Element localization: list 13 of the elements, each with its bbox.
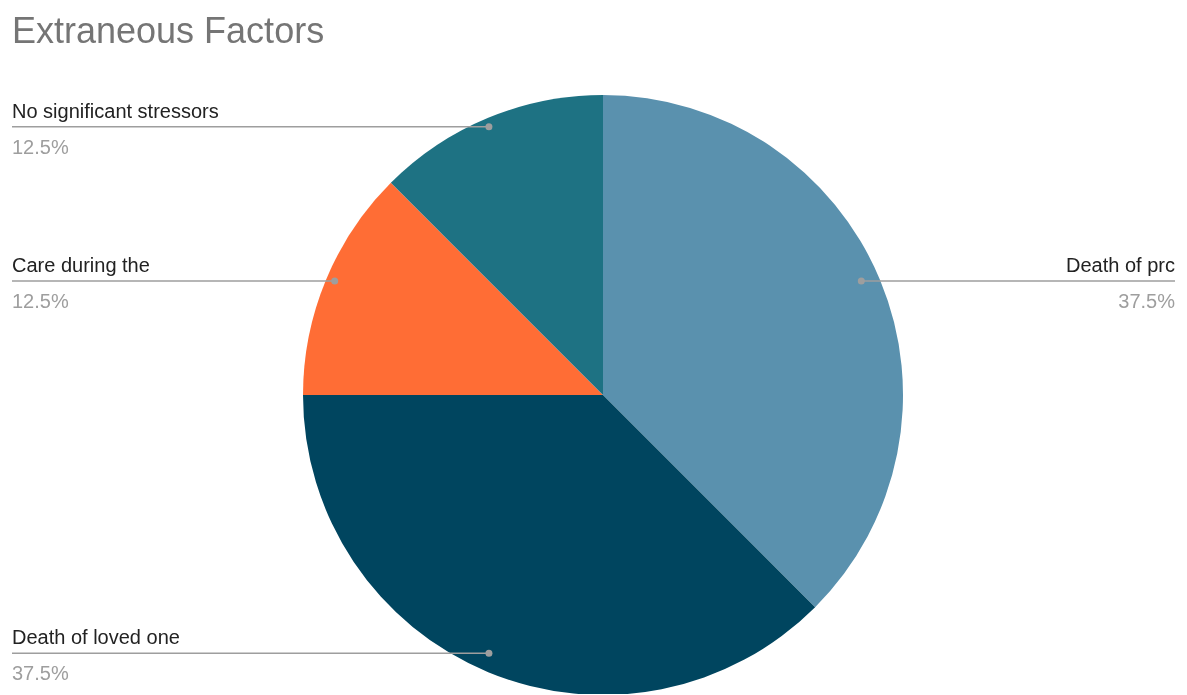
pie-slice bbox=[303, 395, 816, 694]
pie-slice bbox=[390, 95, 603, 395]
slice-label: No significant stressors bbox=[12, 99, 219, 122]
slice-label: Death of loved one bbox=[12, 626, 180, 649]
data-label: 37.5% bbox=[12, 662, 69, 685]
pie-slice bbox=[603, 95, 903, 608]
slice-label: Care during the bbox=[12, 253, 150, 276]
data-label: 12.5% bbox=[12, 135, 69, 158]
data-label: 12.5% bbox=[12, 289, 69, 312]
pie-slice bbox=[303, 182, 603, 395]
slice-label: Death of prc bbox=[1066, 253, 1175, 276]
data-label: 37.5% bbox=[1118, 289, 1176, 312]
chart-title: Extraneous Factors bbox=[12, 10, 325, 52]
